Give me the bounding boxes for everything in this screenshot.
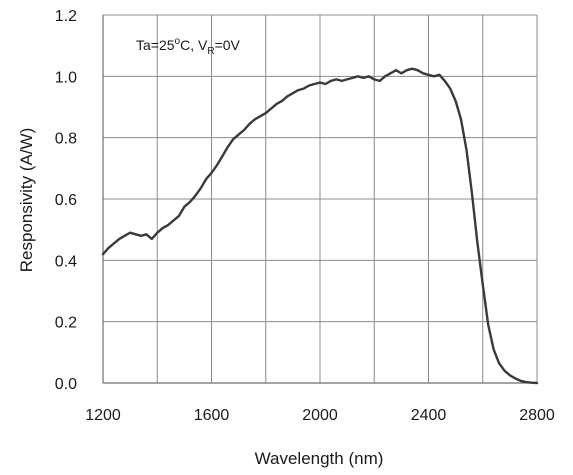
annotation-mid: C, V (180, 37, 208, 53)
y-axis-title: Responsivity (A/W) (17, 128, 36, 273)
x-tick-label: 2400 (411, 407, 447, 424)
x-tick-label: 2800 (519, 407, 555, 424)
annotation-superscript: o (175, 36, 181, 47)
tick-labels: 1200 1600 2000 2400 2800 0.0 0.2 0.4 0.6 0.8 1.0 1.… (55, 8, 555, 424)
y-tick-label: 0.2 (55, 315, 77, 332)
y-tick-label: 0.6 (55, 192, 77, 209)
x-tick-label: 2000 (302, 407, 338, 424)
series-group (101, 67, 539, 385)
x-axis-title: Wavelength (nm) (255, 449, 384, 468)
y-tick-label: 0.8 (55, 131, 77, 148)
y-tick-label: 0.0 (55, 376, 77, 393)
annotation-suffix: =0V (215, 37, 241, 53)
axes (102, 15, 537, 384)
y-tick-label: 1.0 (55, 69, 77, 86)
annotation-prefix: Ta=25 (136, 37, 175, 53)
y-tick-label: 0.4 (55, 253, 77, 270)
condition-annotation: Ta=25oC, VR=0V (136, 36, 241, 57)
responsivity-line (101, 67, 539, 385)
annotation-subscript: R (207, 46, 214, 57)
y-tick-label: 1.2 (55, 8, 77, 25)
x-tick-label: 1200 (85, 407, 121, 424)
x-tick-label: 1600 (194, 407, 230, 424)
